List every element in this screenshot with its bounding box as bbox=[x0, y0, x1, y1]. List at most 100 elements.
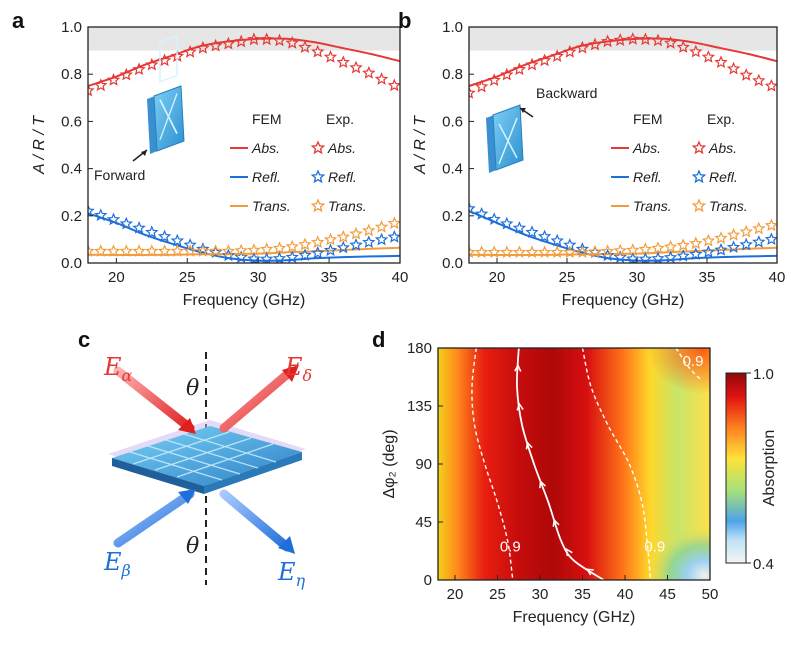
x-tick-label: 30 bbox=[250, 269, 267, 286]
heatmap-high-region bbox=[438, 348, 710, 580]
legend-title-exp: Exp. bbox=[707, 111, 735, 127]
exp-star-trans bbox=[638, 242, 653, 256]
trajectory-arrowhead bbox=[539, 479, 546, 489]
exp-star-abs bbox=[196, 40, 210, 54]
exp-star-trans bbox=[272, 241, 287, 254]
exp-star-trans bbox=[170, 244, 185, 257]
exp-star-abs bbox=[752, 73, 766, 87]
legend-fem-entry: Trans. bbox=[633, 198, 672, 214]
exp-star-trans bbox=[145, 244, 159, 257]
legend-exp-entry: Refl. bbox=[328, 169, 357, 185]
y-tick-label: 90 bbox=[415, 456, 432, 473]
exp-markers-abs bbox=[88, 32, 400, 97]
exp-star-abs bbox=[336, 55, 350, 69]
legend-star-swatch bbox=[691, 169, 707, 184]
exp-star-trans bbox=[362, 223, 376, 237]
exp-star-trans bbox=[613, 243, 627, 257]
exp-star-refl bbox=[638, 252, 653, 263]
exp-star-trans bbox=[525, 245, 539, 259]
exp-star-abs bbox=[247, 32, 261, 46]
x-tick-label: 20 bbox=[447, 586, 464, 603]
exp-star-abs bbox=[374, 72, 389, 85]
exp-star-refl bbox=[726, 240, 741, 254]
scattering-diagram: Eα Eδ Eβ Eη θ θ bbox=[103, 352, 312, 590]
exp-star-refl bbox=[512, 221, 527, 234]
label-E-alpha: Eα bbox=[103, 353, 133, 385]
exp-star-abs bbox=[588, 37, 602, 51]
y-tick-label: 0.8 bbox=[442, 66, 463, 83]
x-axis-label: Frequency (GHz) bbox=[562, 292, 685, 309]
exp-star-abs bbox=[676, 40, 690, 53]
exp-star-refl bbox=[170, 233, 185, 247]
trajectory-arrowhead bbox=[514, 363, 522, 372]
exp-star-refl bbox=[336, 240, 351, 254]
exp-star-trans bbox=[119, 244, 133, 257]
exp-star-abs bbox=[701, 50, 716, 63]
y-tick-label: 0.4 bbox=[61, 161, 82, 178]
metasurface-slab bbox=[108, 420, 306, 494]
exp-star-refl bbox=[272, 251, 287, 263]
contour-label: 0.9 bbox=[683, 353, 704, 370]
exp-star-trans bbox=[575, 245, 590, 259]
exp-star-abs bbox=[145, 57, 159, 71]
exp-star-abs bbox=[349, 60, 363, 74]
x-axis-label: Frequency (GHz) bbox=[513, 609, 636, 626]
exp-star-trans bbox=[106, 244, 121, 257]
x-tick-label: 45 bbox=[659, 586, 676, 603]
exp-star-refl bbox=[663, 250, 678, 263]
exp-star-abs bbox=[362, 65, 376, 79]
exp-star-trans bbox=[474, 245, 489, 259]
exp-star-trans bbox=[550, 245, 564, 259]
exp-star-abs bbox=[613, 33, 627, 46]
exp-star-refl bbox=[714, 242, 728, 256]
exp-star-trans bbox=[739, 224, 753, 238]
chart-panel-d: 0.9 0.9 0.9 20 25 30 35 40 45 50 0 45 90 135 180 Freque… bbox=[381, 340, 718, 626]
trajectory-arrowhead bbox=[552, 518, 560, 527]
label-theta-bottom: θ bbox=[186, 534, 199, 559]
exp-star-abs bbox=[221, 36, 236, 50]
x-tick-label: 25 bbox=[179, 269, 196, 286]
exp-star-abs bbox=[500, 67, 514, 81]
y-tick-label: 0.0 bbox=[61, 255, 82, 272]
x-tick-label: 25 bbox=[559, 269, 576, 286]
exp-star-trans bbox=[132, 244, 146, 257]
legend-fem-entry: Refl. bbox=[252, 169, 281, 185]
contour-line-0-9 bbox=[471, 348, 514, 580]
incident-beam-alpha bbox=[113, 366, 195, 433]
legend-exp-entry: Trans. bbox=[709, 198, 748, 214]
colorbar-min-label: 0.4 bbox=[753, 556, 774, 573]
exp-star-trans bbox=[234, 243, 248, 257]
exp-star-trans bbox=[469, 245, 476, 259]
x-tick-label: 35 bbox=[321, 269, 338, 286]
y-tick-label: 0.8 bbox=[61, 66, 82, 83]
y-tick-label: 1.0 bbox=[442, 19, 463, 36]
heatmap-overlays bbox=[471, 348, 702, 580]
legend-star-swatch bbox=[691, 198, 707, 213]
exp-star-trans bbox=[208, 244, 223, 257]
exp-star-refl bbox=[298, 248, 312, 261]
y-tick-label: 0.6 bbox=[442, 113, 463, 130]
legend: FEM Exp. Abs. Abs. Refl. Refl. Trans. Trans. bbox=[230, 111, 367, 214]
contour-line-0-9 bbox=[675, 348, 702, 381]
exp-star-refl bbox=[550, 233, 564, 247]
exp-star-trans bbox=[196, 244, 210, 257]
x-tick-label: 50 bbox=[702, 586, 719, 603]
exp-star-abs bbox=[651, 33, 665, 47]
incident-beam-beta bbox=[113, 489, 195, 548]
exp-star-trans bbox=[221, 244, 236, 257]
exp-star-trans bbox=[563, 245, 577, 259]
exp-star-refl bbox=[119, 216, 133, 230]
exp-star-refl bbox=[701, 245, 716, 258]
trajectory-arrowhead bbox=[516, 402, 524, 411]
exp-star-refl bbox=[106, 212, 121, 226]
legend-title-exp: Exp. bbox=[326, 111, 354, 127]
exp-star-abs bbox=[563, 44, 577, 58]
x-axis-label: Frequency (GHz) bbox=[183, 292, 306, 309]
exp-star-refl bbox=[676, 248, 690, 262]
exp-star-refl bbox=[349, 237, 363, 251]
x-tick-label: 35 bbox=[574, 586, 591, 603]
exp-star-refl bbox=[247, 251, 261, 263]
exp-star-refl bbox=[285, 250, 299, 263]
exp-star-trans bbox=[183, 244, 197, 257]
